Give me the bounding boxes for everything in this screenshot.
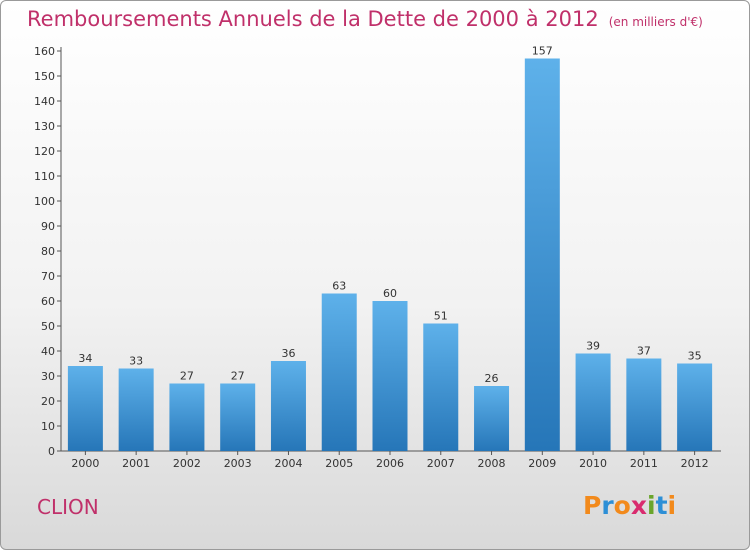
bar-2012 [677,363,713,451]
chart-title: Remboursements Annuels de la Dette de 20… [27,7,703,31]
x-tick-label-2007: 2007 [427,457,455,470]
value-label-2001: 33 [129,355,143,368]
x-tick-label-2008: 2008 [478,457,506,470]
bar-2000 [67,366,103,451]
value-label-2006: 60 [383,287,397,300]
y-tick-label: 120 [34,145,55,158]
x-tick-label-2002: 2002 [173,457,201,470]
logo-letter: i [647,491,656,520]
x-tick-label-2009: 2009 [528,457,556,470]
bar-2002 [169,383,205,451]
y-tick-label: 160 [34,45,55,58]
logo-letter: i [667,491,677,520]
value-label-2007: 51 [434,310,448,323]
x-tick-label-2010: 2010 [579,457,607,470]
y-tick-label: 10 [41,420,55,433]
y-tick-label: 40 [41,345,55,358]
bar-2009 [524,58,560,451]
logo-letter: x [630,491,647,520]
value-label-2004: 36 [281,347,295,360]
bar-2011 [626,358,662,451]
x-tick-label-2004: 2004 [274,457,302,470]
x-tick-label-2003: 2003 [224,457,252,470]
y-tick-label: 70 [41,270,55,283]
value-label-2000: 34 [78,352,92,365]
y-tick-label: 110 [34,170,55,183]
value-label-2009: 157 [532,45,553,58]
value-label-2008: 26 [485,372,499,385]
bar-2006 [372,301,408,451]
bar-2008 [474,386,510,451]
x-tick-label-2000: 2000 [71,457,99,470]
x-tick-label-2005: 2005 [325,457,353,470]
bar-2001 [118,368,154,451]
y-tick-label: 80 [41,245,55,258]
logo-letter: t [655,491,668,520]
commune-name: CLION [37,495,99,519]
proxiti-logo: Proxiti [583,491,676,520]
bar-2007 [423,323,459,451]
value-label-2012: 35 [688,350,702,363]
logo-letter: r [601,491,614,520]
y-tick-label: 100 [34,195,55,208]
y-tick-label: 90 [41,220,55,233]
value-label-2010: 39 [586,340,600,353]
unit-label: (en milliers d'€) [608,15,703,29]
y-tick-label: 60 [41,295,55,308]
logo-letter: P [583,491,602,520]
x-tick-label-2011: 2011 [630,457,658,470]
x-tick-label-2001: 2001 [122,457,150,470]
x-tick-label-2012: 2012 [681,457,709,470]
value-label-2005: 63 [332,280,346,293]
bar-2003 [220,383,256,451]
y-tick-label: 20 [41,395,55,408]
value-label-2002: 27 [180,370,194,383]
y-tick-label: 30 [41,370,55,383]
y-tick-label: 0 [48,445,55,458]
bar-2005 [321,293,357,451]
logo-letter: o [613,491,631,520]
value-label-2003: 27 [231,370,245,383]
bar-2004 [270,361,306,451]
y-tick-label: 130 [34,120,55,133]
value-label-2011: 37 [637,345,651,358]
x-tick-label-2006: 2006 [376,457,404,470]
y-tick-label: 140 [34,95,55,108]
y-tick-label: 150 [34,70,55,83]
y-tick-label: 50 [41,320,55,333]
bar-2010 [575,353,611,451]
